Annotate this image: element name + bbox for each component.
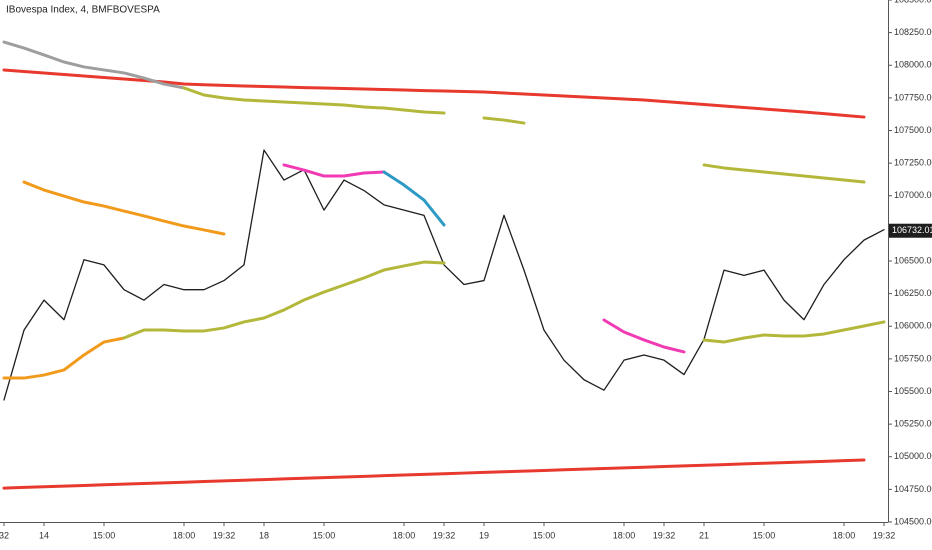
- y-tick-label: 107000.00: [894, 190, 932, 200]
- y-tick-label: 107500.00: [894, 125, 932, 135]
- y-tick-label: 104750.00: [894, 484, 932, 494]
- indicator-line: [602, 318, 686, 354]
- x-tick-label: 15:00: [533, 530, 556, 540]
- y-tick-label: 105750.00: [894, 353, 932, 363]
- x-tick-label: 19:32: [213, 530, 236, 540]
- last-price-box: [889, 223, 932, 238]
- y-tick-label: 104500.00: [894, 516, 932, 526]
- indicator-line: [2, 68, 866, 119]
- indicator-line: [182, 86, 446, 115]
- indicator-line: [2, 336, 126, 380]
- indicator-line: [702, 163, 866, 184]
- x-tick-label: 19:32: [433, 530, 456, 540]
- last-price-label: 106732.01: [892, 225, 932, 235]
- y-tick-label: 107750.00: [894, 92, 932, 102]
- indicator-line: [282, 163, 386, 178]
- indicator-line: [22, 180, 226, 236]
- y-tick-label: 105250.00: [894, 419, 932, 429]
- y-tick-label: 106000.00: [894, 321, 932, 331]
- y-tick-label: 108500.00: [894, 0, 932, 4]
- indicator-line: [2, 458, 866, 490]
- indicator-line: [122, 260, 446, 340]
- x-tick-label: 18:00: [613, 530, 636, 540]
- price-line: [3, 149, 885, 401]
- y-tick-label: 106500.00: [894, 255, 932, 265]
- x-tick-label: 19:32: [873, 530, 896, 540]
- y-tick-label: 106250.00: [894, 288, 932, 298]
- y-tick-label: 108000.00: [894, 60, 932, 70]
- x-tick-label: 19: [479, 530, 489, 540]
- x-tick-label: 18:00: [173, 530, 196, 540]
- y-tick-label: 107250.00: [894, 158, 932, 168]
- y-tick-label: 108250.00: [894, 27, 932, 37]
- x-tick-label: 15:00: [753, 530, 776, 540]
- x-tick-label: 18: [259, 530, 269, 540]
- x-tick-label: 19:32: [653, 530, 676, 540]
- x-tick-label: 32: [0, 530, 9, 540]
- x-tick-label: 18:00: [833, 530, 856, 540]
- y-tick-label: 105500.00: [894, 386, 932, 396]
- indicator-line: [2, 40, 186, 90]
- x-tick-label: 14: [39, 530, 49, 540]
- indicator-line: [382, 170, 446, 227]
- x-tick-label: 21: [699, 530, 709, 540]
- indicator-line: [482, 116, 526, 125]
- indicator-line: [702, 320, 886, 344]
- y-tick-label: 105000.00: [894, 451, 932, 461]
- x-tick-label: 18:00: [393, 530, 416, 540]
- x-tick-label: 15:00: [313, 530, 336, 540]
- chart-title: IBovespa Index, 4, BMFBOVESPA: [6, 5, 160, 16]
- x-tick-label: 15:00: [93, 530, 116, 540]
